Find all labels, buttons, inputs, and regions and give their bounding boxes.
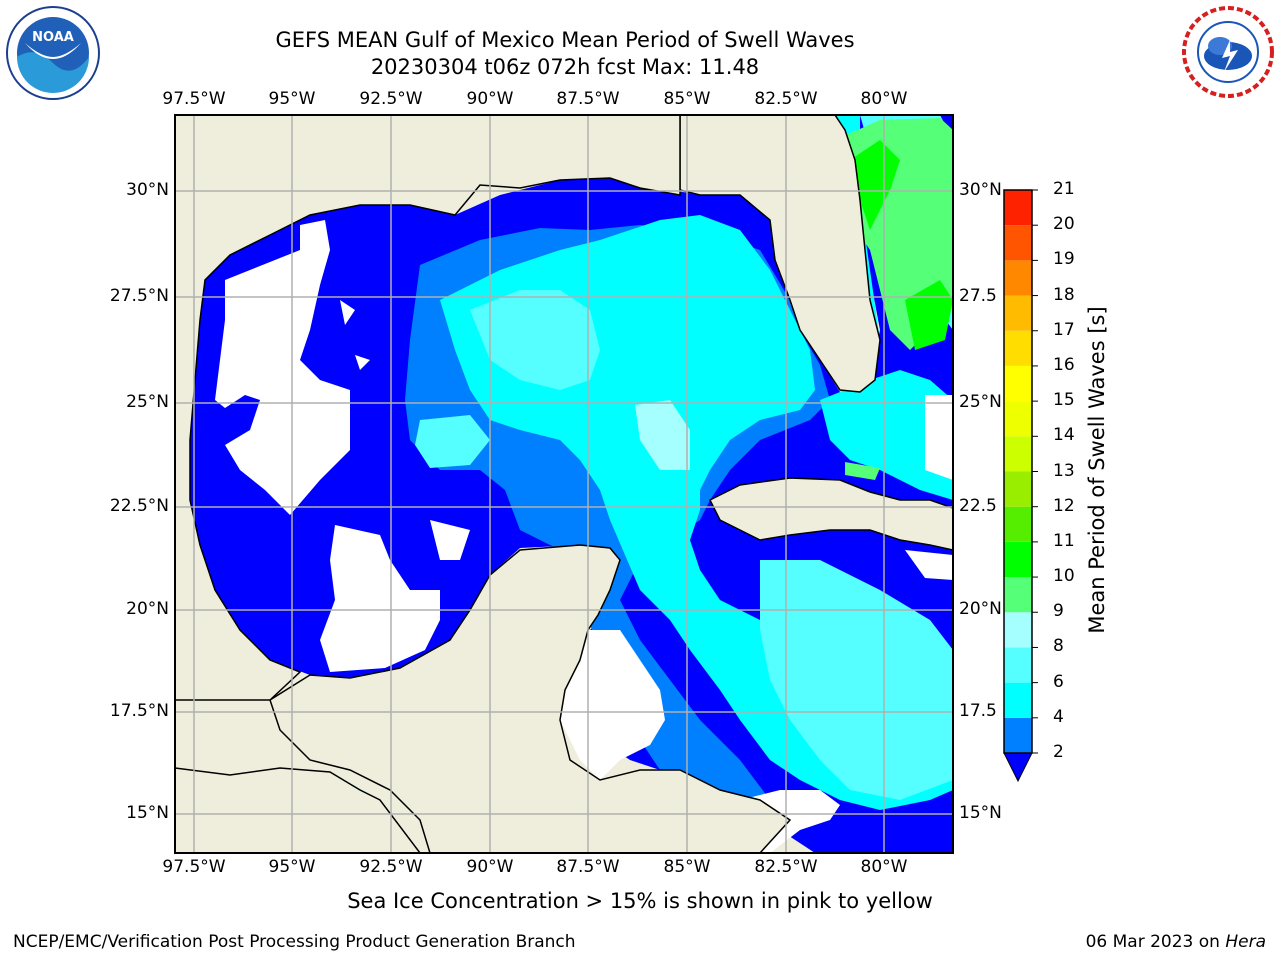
colorbar-segment	[1004, 365, 1032, 402]
light-cyan-patch	[415, 415, 490, 468]
lon-label: 92.5°W	[359, 89, 423, 109]
lat-label: 25°N	[126, 392, 169, 412]
colorbar-tick-label: 18	[1053, 284, 1075, 305]
lon-label: 85°W	[663, 89, 711, 109]
light-cyan-patch	[635, 400, 690, 470]
lat-label: 30°N	[959, 180, 1002, 200]
cuba-land	[708, 477, 953, 551]
colorbar-tick-label: 13	[1053, 460, 1075, 481]
noaa-logo: NOAA	[5, 5, 101, 101]
nodata-patch	[430, 520, 470, 560]
lat-label: 27.5°N	[109, 286, 169, 306]
lat-label: 27.5	[959, 286, 997, 306]
colorbar	[1003, 189, 1038, 783]
colorbar-segment	[1004, 401, 1032, 437]
lon-label: 97.5°W	[162, 89, 226, 109]
nws-logo	[1180, 4, 1276, 100]
org-credit: NCEP/EMC/Verification Post Processing Pr…	[13, 932, 576, 952]
svg-text:NOAA: NOAA	[32, 30, 74, 45]
colorbar-extension	[1003, 752, 1033, 783]
lon-label: 85°W	[663, 857, 711, 877]
colorbar-tick-label: 4	[1053, 706, 1064, 727]
colorbar-segment	[1004, 471, 1032, 507]
run-date-text: 06 Mar 2023 on	[1085, 932, 1226, 952]
lon-label: 97.5°W	[162, 857, 226, 877]
colorbar-tick-label: 15	[1053, 390, 1075, 411]
us-gulf-coast-land	[175, 115, 681, 701]
colorbar-tick-label: 6	[1053, 671, 1064, 692]
lat-label: 25°N	[959, 392, 1002, 412]
colorbar-tick-label: 10	[1053, 566, 1075, 587]
map-frame	[174, 114, 954, 854]
light-cyan-patch	[760, 560, 953, 800]
sea-ice-note: Sea Ice Concentration > 15% is shown in …	[347, 889, 933, 913]
lat-label: 15°N	[126, 803, 169, 823]
run-date: 06 Mar 2023 on Hera	[1086, 932, 1266, 952]
colorbar-segment	[1004, 225, 1032, 261]
green-region	[850, 140, 900, 230]
colorbar-tick-label: 14	[1053, 425, 1075, 446]
colorbar-segment	[1004, 541, 1032, 578]
lon-label: 87.5°W	[556, 857, 620, 877]
colorbar-segment	[1004, 647, 1032, 683]
nodata-patch	[320, 525, 440, 672]
lon-label: 90°W	[466, 89, 514, 109]
colorbar-tick-label: 9	[1053, 601, 1064, 622]
lon-label: 80°W	[860, 857, 908, 877]
nodata-patch	[215, 220, 350, 515]
colorbar-tick-label: 2	[1053, 742, 1064, 762]
colorbar-segment	[1004, 260, 1032, 296]
colorbar-segment	[1004, 190, 1032, 226]
lat-label: 20°N	[126, 599, 169, 619]
lon-label: 90°W	[466, 857, 514, 877]
colorbar-segment	[1004, 330, 1032, 366]
nodata-patch	[340, 300, 355, 325]
map-plot-area	[175, 115, 953, 853]
colorbar-tick-label: 20	[1053, 214, 1075, 235]
colorbar-tick-label: 19	[1053, 249, 1075, 270]
map-title: GEFS MEAN Gulf of Mexico Mean Period of …	[275, 28, 855, 52]
nodata-patch	[355, 355, 370, 370]
colorbar-segment	[1004, 295, 1032, 331]
lat-label: 22.5	[959, 496, 997, 516]
colorbar-tick-label: 17	[1053, 319, 1075, 340]
lon-label: 92.5°W	[359, 857, 423, 877]
colorbar-tick-label: 11	[1053, 530, 1075, 551]
lon-label: 95°W	[268, 857, 316, 877]
green-region	[845, 462, 880, 480]
colorbar-segment	[1004, 506, 1032, 542]
lon-label: 80°W	[860, 89, 908, 109]
colorbar-tick-label: 21	[1053, 179, 1075, 199]
nodata-patch	[925, 395, 953, 480]
colorbar-segment	[1004, 682, 1032, 718]
colorbar-tick-label: 12	[1053, 495, 1075, 516]
colorbar-title: Mean Period of Swell Waves [s]	[1085, 306, 1109, 634]
lat-label: 20°N	[959, 599, 1002, 619]
machine-name: Hera	[1225, 932, 1266, 952]
map-gridlines	[175, 115, 953, 853]
lon-label: 82.5°W	[754, 89, 818, 109]
yucatan-land	[175, 544, 792, 853]
lat-label: 22.5°N	[109, 496, 169, 516]
lon-label: 82.5°W	[754, 857, 818, 877]
lat-label: 15°N	[959, 803, 1002, 823]
florida-land	[679, 115, 953, 393]
lat-label: 17.5	[959, 701, 997, 721]
colorbar-segment	[1004, 612, 1032, 648]
nodata-patch	[560, 630, 665, 780]
colorbar-tick-label: 16	[1053, 354, 1075, 375]
lat-label: 30°N	[126, 180, 169, 200]
map-subtitle: 20230304 t06z 072h fcst Max: 11.48	[370, 55, 760, 79]
colorbar-segment	[1004, 436, 1032, 472]
nodata-patch	[905, 550, 953, 580]
lat-label: 17.5°N	[109, 701, 169, 721]
light-cyan-patch	[470, 290, 600, 390]
colorbar-segment	[1004, 577, 1032, 613]
colorbar-tick-label: 8	[1053, 636, 1064, 657]
lon-label: 95°W	[268, 89, 316, 109]
lon-label: 87.5°W	[556, 89, 620, 109]
colorbar-segment	[1004, 717, 1032, 753]
